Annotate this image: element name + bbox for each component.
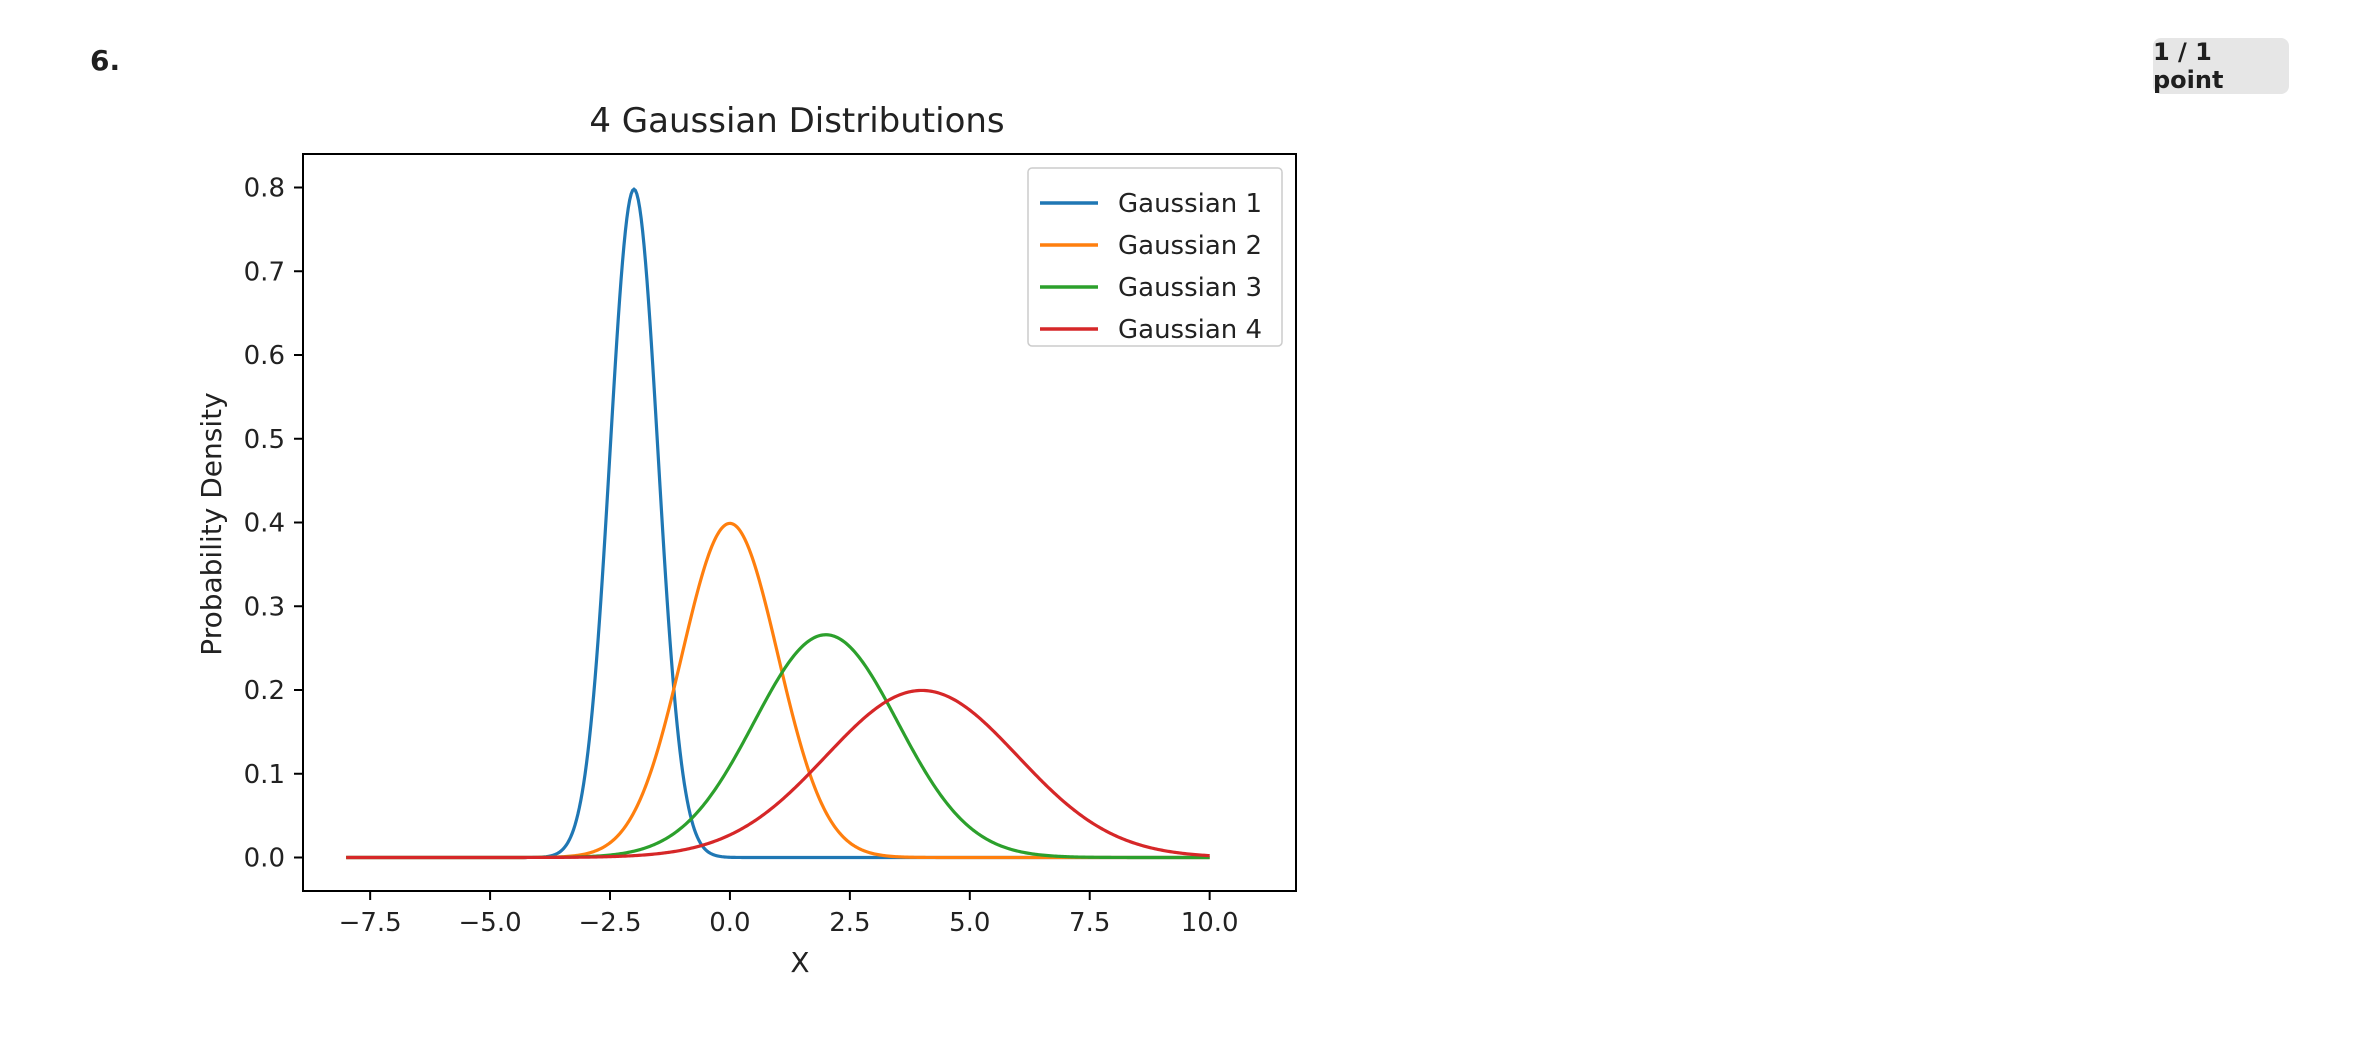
- question-number: 6.: [90, 44, 121, 77]
- x-tick-label: 5.0: [949, 908, 990, 938]
- y-tick-label: 0.4: [244, 509, 285, 539]
- x-tick-label: −2.5: [578, 908, 641, 938]
- series-line-4: [346, 688, 1210, 860]
- x-tick-label: −5.0: [459, 908, 522, 938]
- x-tick-label: 0.0: [709, 908, 750, 938]
- x-tick-label: 7.5: [1069, 908, 1110, 938]
- y-tick-label: 0.8: [244, 174, 285, 204]
- series-layer: [346, 187, 1210, 860]
- y-tick-label: 0.5: [244, 425, 285, 455]
- y-tick-label: 0.1: [244, 760, 285, 790]
- x-axis: −7.5 −5.0 −2.5 0.0 2.5 5.0 7.5 10.0: [339, 891, 1239, 938]
- x-axis-label: X: [790, 946, 809, 979]
- legend-label-3: Gaussian 3: [1118, 273, 1262, 303]
- x-tick-label: 10.0: [1181, 908, 1239, 938]
- chart-title: 4 Gaussian Distributions: [589, 101, 1004, 141]
- score-badge: 1 / 1 point: [2153, 38, 2289, 94]
- legend-label-1: Gaussian 1: [1118, 189, 1262, 219]
- legend: Gaussian 1 Gaussian 2 Gaussian 3 Gaussian 4: [1027, 167, 1283, 347]
- y-tick-label: 0.6: [244, 341, 285, 371]
- legend-label-2: Gaussian 2: [1118, 231, 1262, 261]
- legend-label-4: Gaussian 4: [1118, 315, 1262, 345]
- series-line-2: [346, 521, 1210, 860]
- legend-box: [1027, 167, 1283, 347]
- y-tick-label: 0.3: [244, 592, 285, 622]
- y-tick-label: 0.7: [244, 257, 285, 287]
- x-tick-label: 2.5: [829, 908, 870, 938]
- y-axis: 0.0 0.1 0.2 0.3 0.4 0.5 0.6 0.7 0.8: [244, 174, 303, 874]
- y-axis-label: Probability Density: [195, 392, 228, 655]
- x-tick-label: −7.5: [339, 908, 402, 938]
- y-tick-label: 0.2: [244, 676, 285, 706]
- y-tick-label: 0.0: [244, 844, 285, 874]
- series-line-3: [346, 633, 1210, 860]
